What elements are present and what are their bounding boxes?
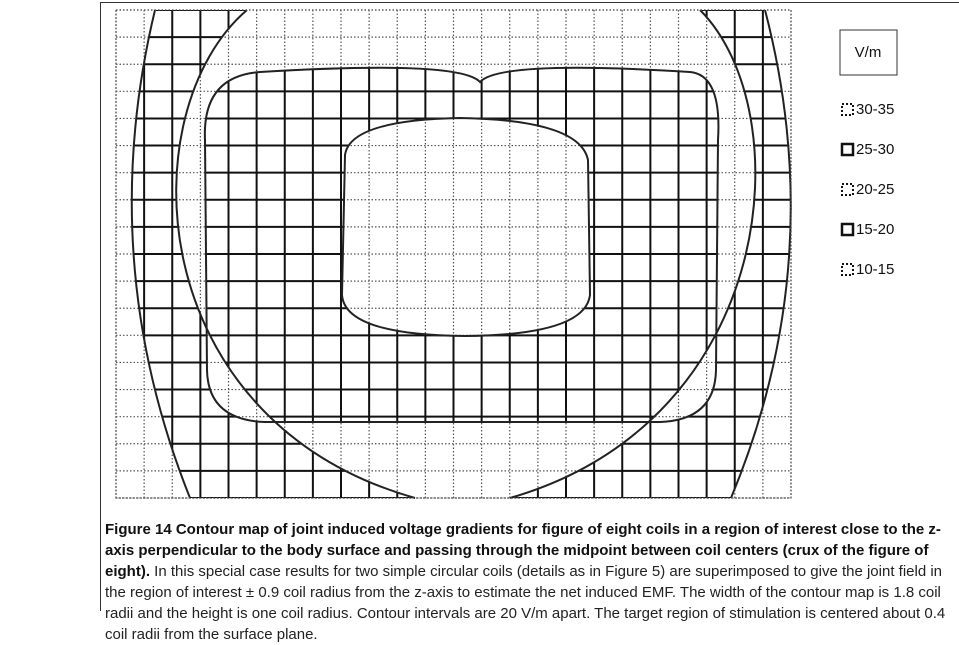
page: V/m 30-35 25-30 20-25 15-20 10-15 Figure 14 … <box>100 2 959 643</box>
legend-unit: V/m <box>855 44 882 61</box>
solid-grid <box>131 10 791 498</box>
legend-swatch <box>841 263 854 276</box>
map-border <box>115 9 792 499</box>
legend: 30-35 25-30 20-25 15-20 10-15 <box>840 101 894 278</box>
legend-unit-box <box>839 29 898 76</box>
contour-line <box>130 9 191 499</box>
legend-label: 10-15 <box>856 261 894 278</box>
contour-line <box>203 66 720 423</box>
figure-frame <box>100 2 959 611</box>
contour-map: V/m 30-35 25-30 20-25 15-20 10-15 <box>115 9 898 499</box>
legend-swatch <box>840 142 855 157</box>
caption-title: Figure 14 Contour map of joint induced v… <box>105 521 941 580</box>
contour-line <box>175 9 416 499</box>
legend-swatch <box>840 222 855 237</box>
caption-text: In this special case results for two sim… <box>105 563 946 643</box>
legend-swatch <box>841 183 854 196</box>
contours <box>115 9 792 499</box>
legend-label: 15-20 <box>856 221 894 238</box>
contour-line <box>730 9 792 499</box>
contour-line <box>509 9 757 499</box>
contour-line <box>340 116 592 338</box>
legend-label: 20-25 <box>856 181 894 198</box>
legend-swatch <box>841 103 854 116</box>
caption: Figure 14 Contour map of joint induced v… <box>105 519 950 645</box>
legend-label: 25-30 <box>856 141 894 158</box>
legend-label: 30-35 <box>856 101 894 118</box>
